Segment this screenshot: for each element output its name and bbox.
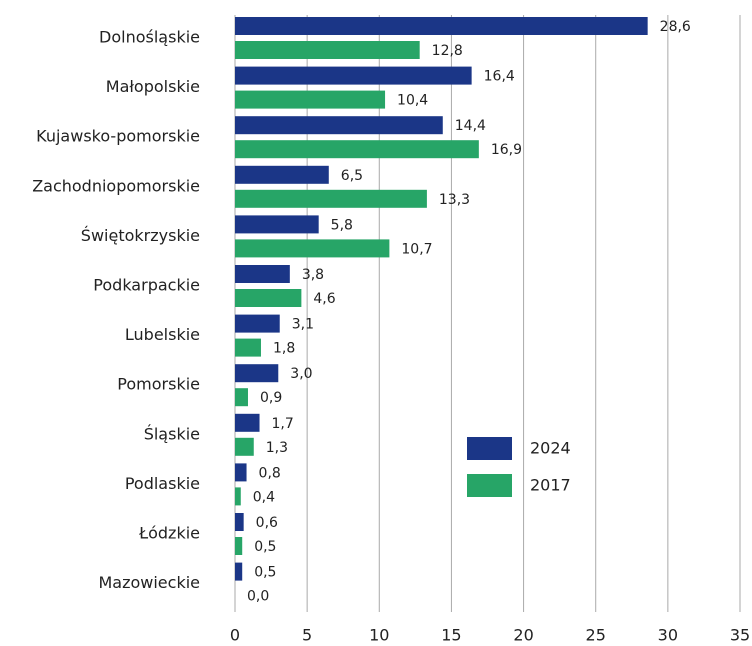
bar [235, 116, 443, 135]
bar [235, 90, 386, 109]
x-tick-label: 20 [513, 626, 533, 645]
value-label: 3,1 [292, 317, 314, 333]
x-tick-label: 5 [302, 626, 312, 645]
x-tick-label: 10 [369, 626, 389, 645]
y-tick-label: Mazowieckie [98, 573, 200, 592]
bar [235, 537, 243, 555]
value-label: 16,4 [484, 69, 515, 85]
bar [235, 338, 261, 357]
x-tick-label: 35 [730, 626, 750, 645]
y-tick-label: Śląskie [144, 424, 200, 443]
value-label: 5,8 [331, 217, 353, 233]
bar [235, 364, 279, 383]
bar [235, 17, 648, 35]
bar [235, 437, 254, 456]
value-label: 1,8 [273, 341, 295, 357]
bar [235, 562, 243, 581]
value-label: 28,6 [660, 19, 691, 35]
y-tick-label: Małopolskie [106, 77, 200, 96]
bar [235, 413, 260, 432]
bar [235, 66, 472, 85]
legend-swatch [467, 474, 512, 497]
value-label: 13,3 [439, 192, 470, 208]
bar [235, 463, 247, 482]
value-label: 0,4 [253, 489, 275, 505]
value-label: 4,6 [313, 291, 335, 307]
y-tick-label: Podlaskie [125, 474, 200, 493]
y-tick-label: Dolnośląskie [99, 28, 200, 47]
bar [235, 487, 241, 506]
value-label: 0,8 [259, 465, 281, 481]
value-label: 10,4 [397, 93, 428, 109]
legend-label: 2017 [530, 476, 571, 495]
value-label: 1,3 [266, 440, 288, 456]
bar [235, 215, 319, 234]
x-tick-label: 0 [230, 626, 240, 645]
value-label: 0,5 [254, 565, 276, 581]
x-tick-label: 25 [586, 626, 606, 645]
bar [235, 513, 244, 531]
legend-swatch [467, 437, 512, 460]
value-label: 0,6 [256, 515, 278, 531]
value-label: 6,5 [341, 168, 363, 184]
y-tick-label: Pomorskie [117, 375, 200, 394]
bar [235, 41, 420, 59]
x-tick-label: 30 [658, 626, 678, 645]
bar [235, 289, 302, 307]
value-label: 3,8 [302, 267, 324, 283]
value-label: 16,9 [491, 142, 522, 158]
bar [235, 388, 248, 407]
value-label: 0,0 [247, 589, 269, 605]
bar [235, 189, 427, 208]
value-label: 0,5 [254, 539, 276, 555]
value-label: 1,7 [272, 416, 294, 432]
bar [235, 265, 290, 283]
x-tick-label: 15 [441, 626, 461, 645]
bar [235, 239, 390, 258]
value-label: 3,0 [290, 366, 312, 382]
y-tick-label: Łódzkie [138, 524, 200, 543]
bar [235, 314, 280, 333]
bar [235, 165, 329, 184]
y-tick-label: Zachodniopomorskie [32, 176, 200, 195]
y-tick-label: Świętokrzyskie [81, 226, 200, 245]
y-tick-label: Kujawsko-pomorskie [36, 127, 200, 146]
y-tick-label: Lubelskie [125, 325, 200, 344]
bar [235, 140, 479, 159]
value-label: 0,9 [260, 390, 282, 406]
value-label: 14,4 [455, 118, 486, 134]
value-label: 12,8 [432, 43, 463, 59]
value-label: 10,7 [401, 241, 432, 257]
y-tick-label: Podkarpackie [93, 276, 200, 295]
legend-label: 2024 [530, 439, 571, 458]
